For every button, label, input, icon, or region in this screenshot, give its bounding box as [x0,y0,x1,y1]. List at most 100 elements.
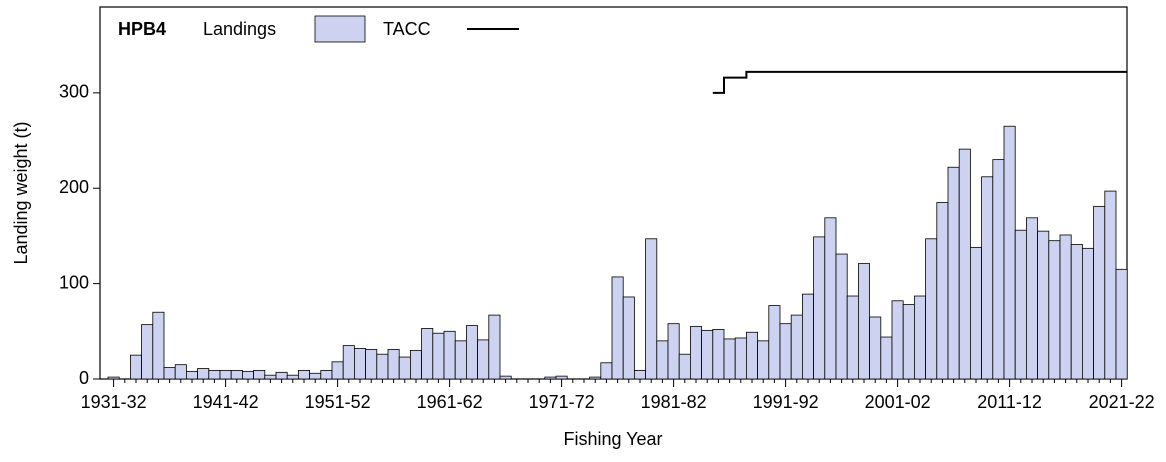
bar [712,328,725,380]
x-tick-label: 1931-32 [81,392,147,412]
bar [1093,205,1106,380]
bar [667,323,680,380]
bar [779,323,792,380]
bar [902,304,915,380]
bar [398,356,411,380]
bar [936,202,949,380]
bar [1115,268,1128,380]
bar [1104,190,1117,380]
y-tick-label: 200 [59,177,89,197]
bar [387,349,400,380]
bar [600,362,613,380]
x-tick-label: 1941-42 [193,392,259,412]
chart-label: HPB4 [118,19,166,39]
bar [1037,230,1050,380]
step-line [712,70,1128,94]
bar [320,370,333,380]
bar [241,370,254,380]
bar [107,376,120,380]
bar [376,353,389,380]
bar [757,340,770,380]
bar [208,370,221,380]
bar [835,253,848,380]
bar [656,340,669,380]
bar [645,238,658,380]
x-tick-label: 1971-72 [529,392,595,412]
x-tick-label: 2021-22 [1089,392,1155,412]
x-axis-title: Fishing Year [563,429,662,449]
bar [723,338,736,380]
bar [454,340,467,380]
bar [589,376,602,380]
bar [1082,247,1095,380]
bar [353,348,366,380]
bar [141,324,154,380]
bar [1003,125,1016,380]
bar [264,374,277,380]
legend-swatch [314,15,366,43]
x-tick-label: 1961-62 [417,392,483,412]
bar [678,353,691,380]
bar [914,295,927,380]
bar [634,370,647,380]
x-tick-label: 2011-12 [977,392,1042,412]
bar [185,370,198,380]
bar [365,349,378,380]
bar [701,329,714,380]
bar [488,314,501,380]
bar [432,332,445,380]
bar [253,370,266,380]
bar [1014,229,1027,380]
legend-label: TACC [383,19,431,39]
bar [690,326,703,380]
bar [891,300,904,380]
legend-label: Landings [203,19,276,39]
bar [1059,234,1072,380]
bar [331,361,344,380]
bar [813,236,826,380]
bar [219,370,232,380]
bar [611,276,624,380]
bar [858,263,871,380]
bar [443,330,456,380]
bar [970,246,983,380]
bar [297,370,310,380]
bar [925,238,938,380]
bar [880,336,893,380]
bar [734,337,747,380]
bar [746,331,759,380]
bar [1070,244,1083,380]
bar [824,217,837,380]
x-tick-label: 1981-82 [641,392,707,412]
x-tick-label: 2001-02 [865,392,931,412]
bar [992,159,1005,380]
y-tick-label: 0 [79,368,89,388]
bar [152,311,165,380]
bar [1048,240,1061,380]
y-tick-label: 100 [59,272,89,292]
bar [421,328,434,380]
x-tick-label: 1951-52 [305,392,371,412]
bar [947,166,960,380]
bar [555,375,568,380]
bar [981,176,994,380]
x-tick-label: 1991-92 [753,392,819,412]
bar [846,295,859,380]
bar [622,296,635,380]
bar [309,372,322,380]
bar [465,325,478,380]
bar [230,370,243,380]
bar [477,339,490,380]
y-axis-title: Landing weight (t) [11,121,31,264]
bar [544,376,557,380]
bar [286,374,299,380]
bar [499,375,512,380]
bar [1026,217,1039,380]
bar [768,305,781,380]
bar [958,148,971,380]
bar [163,367,176,380]
bar [129,354,142,380]
bar [197,368,210,380]
bar [174,364,187,380]
